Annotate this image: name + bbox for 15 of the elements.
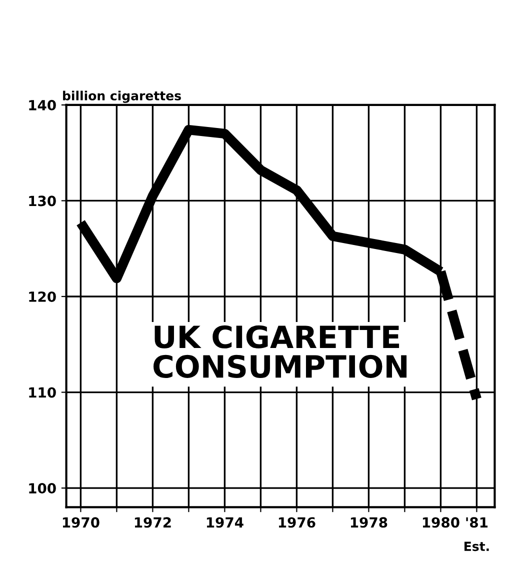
y-tick-label: 120: [29, 291, 56, 302]
text: UK CIGARETTE CONSUMPTION: [154, 325, 407, 378]
y-tick-label: 110: [29, 387, 56, 398]
y-tick-label: 130: [29, 196, 56, 206]
x-tick-label: 1980: [422, 517, 460, 528]
x-tick-label: 1978: [350, 517, 388, 528]
x-tick-label: 1972: [134, 517, 171, 528]
x-tick-label: 1976: [278, 517, 316, 528]
y-tick-label: 100: [29, 483, 56, 494]
x-tick-label: 1974: [206, 517, 244, 528]
y-axis-title: billion cigarettes: [63, 90, 181, 103]
text: Est.: [464, 542, 489, 552]
x-tick-label: 1970: [62, 517, 100, 528]
x-tick-label: '81: [466, 517, 488, 528]
y-tick-label: 140: [29, 100, 56, 110]
